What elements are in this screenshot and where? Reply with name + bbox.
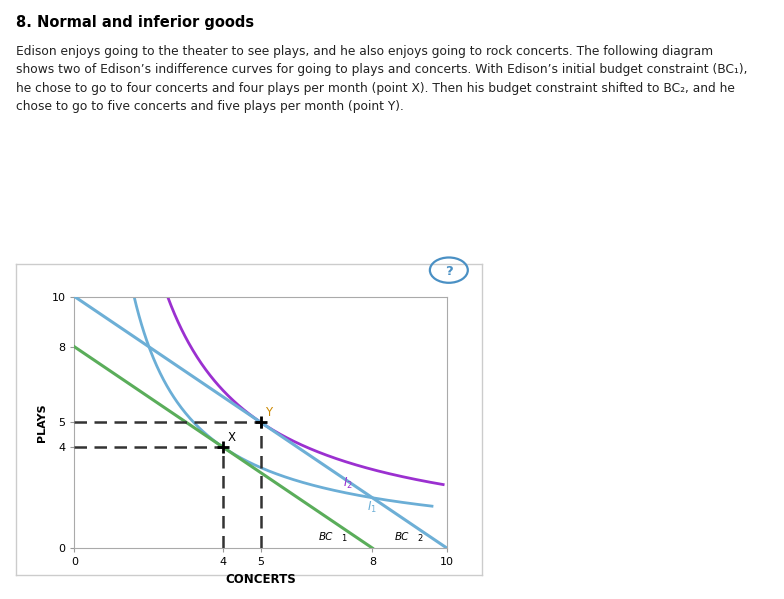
Text: X: X: [228, 431, 236, 444]
Text: 2: 2: [418, 534, 423, 543]
Y-axis label: PLAYS: PLAYS: [38, 403, 47, 441]
Text: 1: 1: [342, 534, 347, 543]
Text: BC: BC: [318, 532, 332, 541]
Text: $I_2$: $I_2$: [343, 476, 353, 492]
Text: ?: ?: [445, 265, 452, 277]
Text: Y: Y: [265, 406, 272, 419]
X-axis label: CONCERTS: CONCERTS: [225, 573, 296, 586]
Text: BC: BC: [394, 532, 409, 541]
Text: $I_1$: $I_1$: [367, 500, 377, 515]
Text: 8. Normal and inferior goods: 8. Normal and inferior goods: [16, 15, 254, 30]
Text: Edison enjoys going to the theater to see plays, and he also enjoys going to roc: Edison enjoys going to the theater to se…: [16, 45, 747, 113]
